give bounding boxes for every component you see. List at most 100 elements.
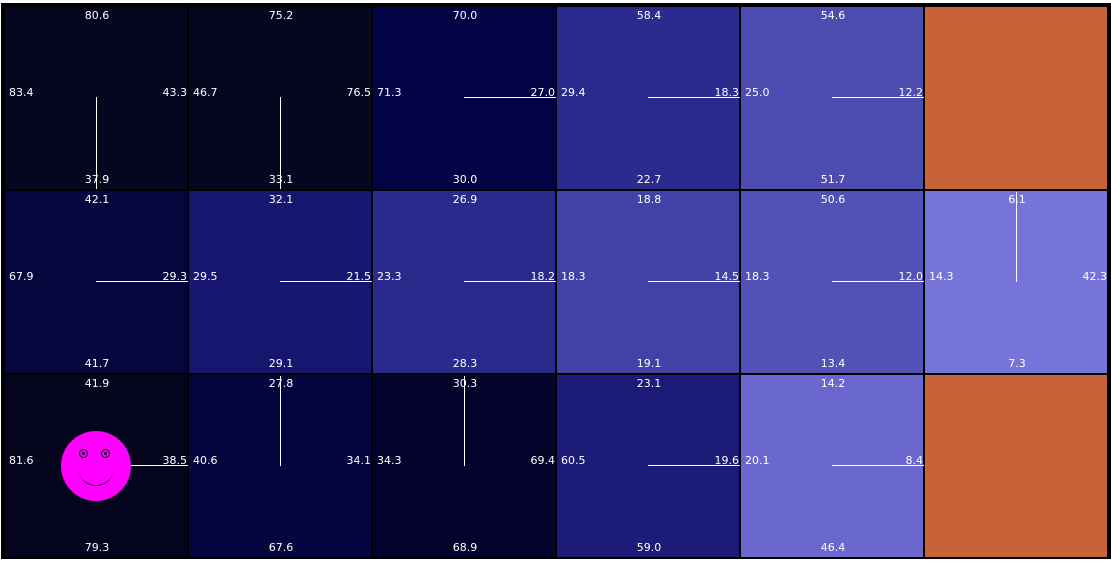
q-value-right: 8.4: [905, 454, 924, 467]
q-value-right: 29.3: [162, 270, 188, 283]
grid-cell: 58.4 22.7 29.4 18.3: [556, 6, 741, 190]
grid-cell: 41.9 79.3 81.6 38.5: [4, 374, 189, 558]
q-value-down: 19.1: [636, 357, 662, 370]
policy-arrow-right: [648, 97, 741, 98]
grid-cell: 42.1 41.7 67.9 29.3: [4, 190, 189, 374]
q-value-down: 28.3: [452, 357, 478, 370]
policy-arrow-right: [464, 281, 557, 282]
q-value-left: 29.4: [561, 86, 586, 99]
q-value-right: 21.5: [346, 270, 372, 283]
q-value-right: 43.3: [162, 86, 188, 99]
q-value-left: 14.3: [929, 270, 954, 283]
policy-arrow-right: [648, 465, 741, 466]
q-value-down: 37.9: [84, 173, 110, 186]
policy-arrow-up: [464, 376, 465, 466]
terminal-cell: [924, 6, 1108, 190]
q-value-left: 18.3: [745, 270, 770, 283]
q-value-right: 18.3: [714, 86, 740, 99]
grid-cell: 75.2 33.1 46.7 76.5: [188, 6, 372, 190]
q-value-down: 41.7: [84, 357, 110, 370]
q-value-down: 7.3: [1008, 357, 1026, 370]
q-value-left: 20.1: [745, 454, 770, 467]
q-value-left: 60.5: [561, 454, 586, 467]
q-value-up: 23.1: [636, 377, 662, 390]
q-value-left: 40.6: [193, 454, 218, 467]
q-value-left: 81.6: [9, 454, 34, 467]
q-value-up: 27.8: [268, 377, 294, 390]
grid-cell: 18.8 19.1 18.3 14.5: [556, 190, 741, 374]
q-value-down: 29.1: [268, 357, 294, 370]
q-value-down: 51.7: [820, 173, 846, 186]
q-value-up: 58.4: [636, 9, 662, 22]
policy-arrow-right: [832, 97, 925, 98]
policy-arrow-right: [832, 281, 925, 282]
q-value-up: 14.2: [820, 377, 846, 390]
grid-cell: 30.3 68.9 34.3 69.4: [372, 374, 556, 558]
q-value-left: 34.3: [377, 454, 402, 467]
grid-cell: 27.8 67.6 40.6 34.1: [188, 374, 372, 558]
grid-cell: 80.6 37.9 83.4 43.3: [4, 6, 188, 190]
agent-smiley-icon: [61, 431, 131, 501]
q-value-down: 79.3: [84, 541, 110, 554]
terminal-cell: [924, 374, 1108, 558]
q-value-down: 22.7: [636, 173, 662, 186]
q-value-right: 27.0: [530, 86, 556, 99]
q-value-down: 67.6: [268, 541, 294, 554]
policy-arrow-right: [648, 281, 741, 282]
q-value-up: 32.1: [268, 193, 294, 206]
q-value-right: 34.1: [346, 454, 372, 467]
grid-cell: 14.2 46.4 20.1 8.4: [740, 374, 925, 558]
policy-arrow-up: [1016, 192, 1017, 282]
q-value-right: 12.2: [898, 86, 924, 99]
grid-cell: 32.1 29.1 29.5 21.5: [188, 190, 373, 374]
grid-cell: 50.6 13.4 18.3 12.0: [740, 190, 925, 374]
q-value-down: 59.0: [636, 541, 662, 554]
q-value-left: 23.3: [377, 270, 402, 283]
q-value-right: 19.6: [714, 454, 740, 467]
policy-arrow-down: [280, 97, 281, 189]
q-value-left: 18.3: [561, 270, 586, 283]
grid-cell: 70.0 30.0 71.3 27.0: [372, 6, 557, 190]
q-value-up: 75.2: [268, 9, 294, 22]
policy-arrow-right: [280, 281, 373, 282]
q-value-down: 13.4: [820, 357, 846, 370]
q-value-left: 83.4: [9, 86, 34, 99]
policy-arrow-right: [96, 465, 189, 466]
q-value-down: 68.9: [452, 541, 478, 554]
q-value-left: 29.5: [193, 270, 218, 283]
q-value-up: 18.8: [636, 193, 662, 206]
agent-mouth: [78, 457, 114, 486]
q-value-up: 30.3: [452, 377, 478, 390]
q-value-up: 50.6: [820, 193, 846, 206]
q-value-up: 26.9: [452, 193, 478, 206]
q-value-down: 33.1: [268, 173, 294, 186]
q-value-down: 46.4: [820, 541, 846, 554]
q-value-right: 14.5: [714, 270, 740, 283]
q-value-left: 25.0: [745, 86, 770, 99]
q-value-up: 80.6: [84, 9, 110, 22]
q-value-up: 6.1: [1008, 193, 1026, 206]
grid-cell: 26.9 28.3 23.3 18.2: [372, 190, 557, 374]
grid-cell: 54.6 51.7 25.0 12.2: [740, 6, 925, 190]
q-value-right: 18.2: [530, 270, 556, 283]
q-value-left: 46.7: [193, 86, 218, 99]
q-value-up: 70.0: [452, 9, 478, 22]
q-value-right: 69.4: [530, 454, 556, 467]
q-value-left: 71.3: [377, 86, 402, 99]
policy-arrow-right: [96, 281, 189, 282]
grid-cell: 23.1 59.0 60.5 19.6: [556, 374, 741, 558]
policy-arrow-up: [280, 376, 281, 466]
gridworld-board: 80.6 37.9 83.4 43.3 75.2 33.1 46.7 76.5 70.0 30.0…: [1, 3, 1111, 559]
q-value-right: 42.3: [1082, 270, 1108, 283]
q-value-down: 30.0: [452, 173, 478, 186]
q-value-left: 67.9: [9, 270, 34, 283]
q-value-right: 38.5: [162, 454, 188, 467]
q-value-right: 12.0: [898, 270, 924, 283]
q-value-up: 41.9: [84, 377, 110, 390]
q-value-up: 42.1: [84, 193, 110, 206]
q-value-right: 76.5: [346, 86, 372, 99]
grid-cell: 6.1 7.3 14.3 42.3: [924, 190, 1108, 374]
policy-arrow-right: [832, 465, 925, 466]
policy-arrow-down: [96, 97, 97, 189]
policy-arrow-right: [464, 97, 557, 98]
